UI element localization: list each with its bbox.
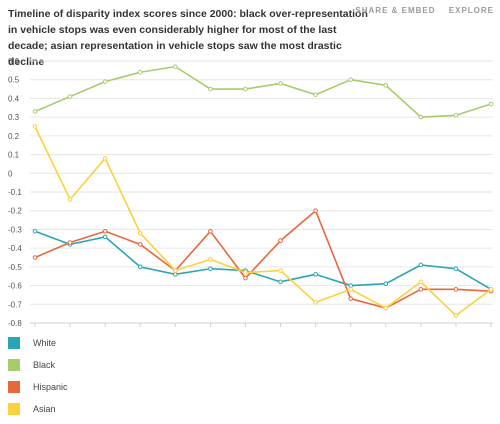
y-tick-label: 0 [8, 169, 13, 178]
y-tick-label: -0.7 [8, 300, 22, 309]
data-point-white [208, 266, 213, 272]
toolbar: SHARE & EMBED EXPLORE [345, 6, 494, 15]
y-tick-label: 0.2 [8, 132, 20, 141]
data-point-black [278, 81, 283, 86]
data-point-black [208, 86, 213, 92]
series-line-white [34, 230, 492, 291]
line-chart: 0.6 0.5 0.4 0.3 0.2 0.1 0 -0.1 -0.2 -0.3 -0.4 -0.5 -… [8, 57, 494, 328]
data-point-white [348, 283, 353, 288]
data-point-asian [383, 305, 389, 311]
chart-legend: White Black Hispanic Asian [8, 332, 68, 420]
data-point-asian [137, 230, 143, 236]
data-point-hispanic [102, 229, 108, 234]
data-point-asian [243, 270, 248, 275]
data-point-hispanic [208, 229, 213, 234]
legend-item-hispanic[interactable]: Hispanic [8, 376, 68, 398]
data-point-black [418, 114, 424, 120]
data-point-asian [102, 156, 108, 161]
data-point-black [313, 92, 318, 97]
data-point-white [137, 264, 143, 270]
y-tick-label: 0.6 [8, 57, 20, 66]
legend-swatch [8, 359, 20, 371]
explore-button[interactable]: EXPLORE [448, 6, 494, 15]
data-point-asian [313, 300, 318, 305]
legend-label: Asian [33, 404, 56, 414]
data-point-white [278, 279, 283, 285]
data-point-hispanic [418, 287, 424, 292]
y-tick-label: 0.3 [8, 113, 20, 122]
data-point-hispanic [278, 238, 283, 243]
data-point-asian [453, 313, 459, 318]
data-point-black [488, 101, 494, 107]
data-point-black [67, 94, 73, 99]
data-point-white [383, 281, 389, 287]
data-point-asian [278, 268, 283, 273]
data-point-black [348, 77, 353, 83]
data-point-asian [32, 124, 38, 129]
legend-item-asian[interactable]: Asian [8, 398, 68, 420]
data-point-black [243, 86, 248, 92]
data-point-white [173, 272, 178, 277]
data-point-black [383, 83, 389, 88]
legend-item-white[interactable]: White [8, 332, 68, 354]
data-point-white [453, 266, 459, 272]
y-tick-label: -0.1 [8, 188, 22, 197]
legend-swatch [8, 337, 20, 349]
data-point-black [453, 112, 459, 118]
series-line-asian [34, 126, 492, 317]
data-point-black [137, 69, 143, 75]
y-tick-label: -0.8 [8, 319, 22, 328]
data-point-asian [348, 287, 353, 292]
y-tick-label: 0.4 [8, 94, 20, 103]
y-tick-label: 0.1 [8, 151, 20, 160]
series-line-black [34, 65, 492, 118]
data-point-white [418, 262, 424, 268]
data-point-black [102, 79, 108, 84]
data-point-asian [173, 268, 178, 273]
data-point-asian [208, 257, 213, 262]
y-tick-label: 0.5 [8, 76, 20, 85]
data-point-hispanic [348, 296, 353, 301]
data-point-hispanic [32, 255, 38, 260]
share-embed-button[interactable]: SHARE & EMBED [355, 6, 436, 15]
chart-title: Timeline of disparity index scores since… [8, 8, 368, 68]
data-point-white [32, 229, 38, 234]
data-point-white [313, 272, 318, 277]
y-tick-label: -0.2 [8, 207, 22, 216]
legend-swatch [8, 403, 20, 415]
data-point-asian [67, 197, 73, 202]
data-point-hispanic [137, 242, 143, 247]
data-point-hispanic [67, 240, 73, 245]
series-line-hispanic [34, 209, 492, 309]
data-point-hispanic [313, 208, 318, 214]
data-point-white [102, 234, 108, 240]
data-point-black [32, 109, 38, 114]
data-point-hispanic [453, 287, 459, 292]
legend-label: Hispanic [33, 382, 68, 392]
data-point-hispanic [243, 275, 248, 281]
y-tick-label: -0.4 [8, 244, 22, 253]
y-tick-label: -0.6 [8, 282, 22, 291]
data-point-asian [418, 279, 424, 285]
legend-label: Black [33, 360, 56, 370]
y-tick-label: -0.3 [8, 225, 22, 234]
data-point-asian [488, 287, 494, 292]
data-point-black [173, 64, 178, 69]
legend-label: White [33, 338, 57, 348]
y-tick-label: -0.5 [8, 263, 22, 272]
legend-swatch [8, 381, 20, 393]
legend-item-black[interactable]: Black [8, 354, 68, 376]
